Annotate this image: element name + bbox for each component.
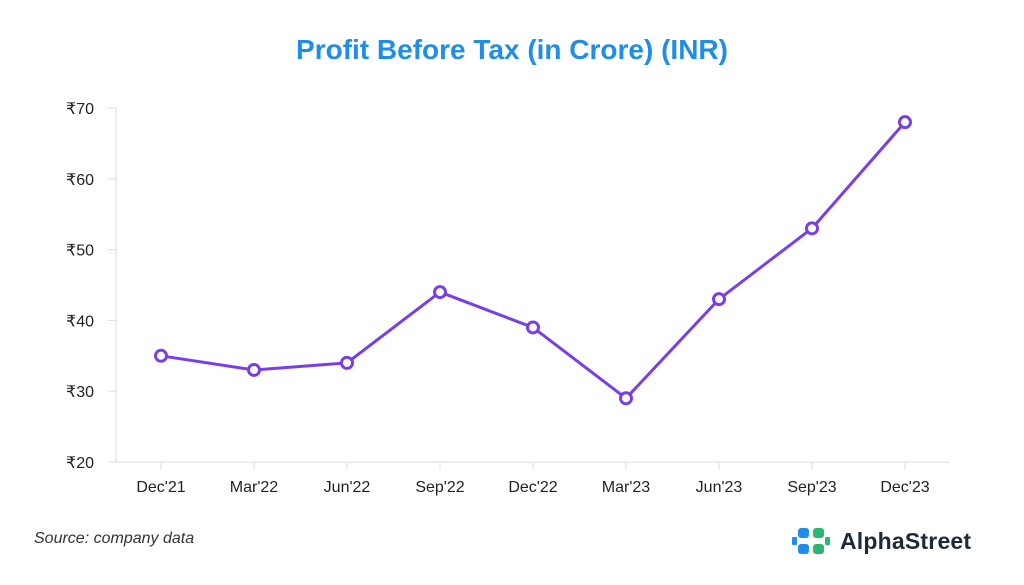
data-point	[340, 355, 354, 370]
alphastreet-logo-icon	[792, 528, 830, 554]
x-tick-label: Mar'22	[230, 479, 279, 496]
axes	[115, 108, 950, 463]
data-point	[433, 285, 447, 300]
data-point	[805, 221, 819, 236]
x-tick-label: Mar'23	[602, 479, 651, 496]
y-axis-ticks: ₹20 ₹30 ₹40 ₹50 ₹60 ₹70	[66, 101, 116, 472]
x-tick-label: Dec'22	[508, 479, 557, 496]
series-layer	[154, 115, 912, 406]
x-tick-label: Jun'23	[696, 479, 743, 496]
data-point	[898, 115, 912, 130]
x-tick-label: Dec'23	[880, 479, 929, 496]
brand: AlphaStreet	[792, 525, 971, 557]
y-tick-label: ₹60	[66, 172, 94, 189]
y-tick-label: ₹50	[66, 243, 94, 260]
data-point	[526, 320, 540, 335]
source-note: Source: company data	[34, 530, 195, 547]
x-tick-label: Dec'21	[136, 479, 185, 496]
x-tick-label: Jun'22	[324, 479, 371, 496]
x-axis-ticks: Dec'21 Mar'22 Jun'22 Sep'22 Dec'22 Mar'23 Jun'…	[136, 462, 930, 496]
x-tick-label: Sep'22	[415, 479, 464, 496]
brand-name: AlphaStreet	[840, 527, 972, 554]
chart-title: Profit Before Tax (in Crore) (INR)	[296, 34, 728, 65]
data-point	[154, 348, 168, 363]
y-tick-label: ₹20	[66, 455, 94, 472]
series-line	[160, 121, 907, 400]
data-point	[712, 292, 726, 307]
y-tick-label: ₹70	[66, 101, 94, 118]
line-chart: ₹20 ₹30 ₹40 ₹50 ₹60 ₹70 Dec'21 Mar'22 Jun'22 Sep…	[66, 101, 950, 496]
x-tick-label: Sep'23	[787, 479, 836, 496]
data-point	[247, 362, 261, 377]
data-point	[619, 391, 633, 406]
y-tick-label: ₹30	[66, 384, 94, 401]
y-tick-label: ₹40	[66, 313, 94, 330]
